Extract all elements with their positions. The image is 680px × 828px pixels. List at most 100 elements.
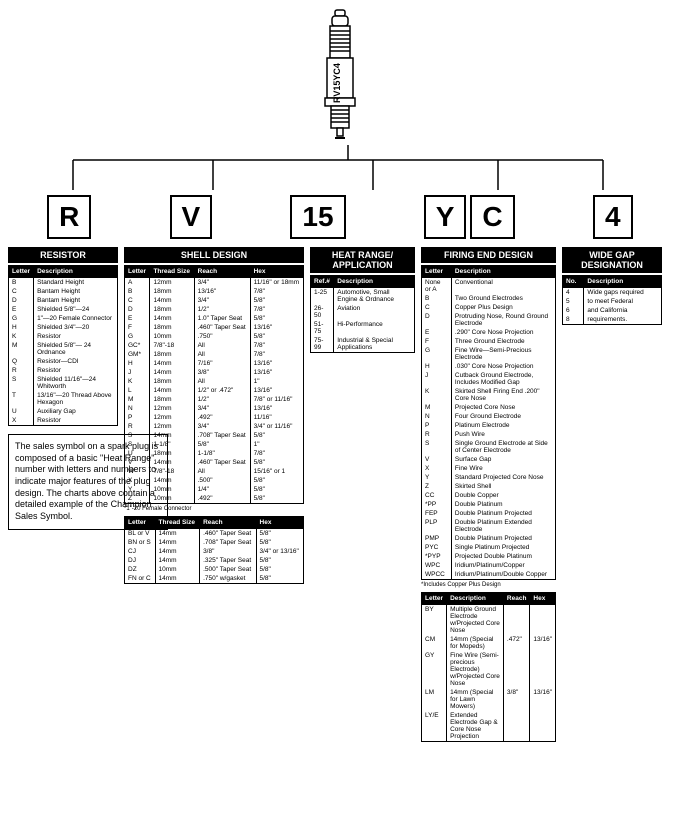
table-row: BL or V14mm.460" Taper Seat5/8" — [125, 529, 304, 539]
table-row: CBantam Height — [9, 287, 118, 296]
table-row: DProtruding Nose, Round Ground Electrode — [422, 312, 556, 328]
col-header: Description — [447, 593, 504, 605]
table-row: 4Wide gaps required — [563, 288, 662, 298]
table-row: ZSkirted Shell — [422, 482, 556, 491]
svg-text:RV15YC4: RV15YC4 — [332, 63, 342, 103]
table-row: H.030" Core Nose Projection — [422, 362, 556, 371]
firing-table: LetterDescription None or AConventionalB… — [421, 265, 556, 580]
table-row: E14mm1.0" Taper Seat5/8" — [125, 314, 304, 323]
table-row: 5to meet Federal — [563, 297, 662, 306]
table-row: CCopper Plus Design — [422, 303, 556, 312]
firing-table-2: LetterDescriptionReachHex BYMultiple Gro… — [421, 592, 556, 742]
tree-connector-lines — [8, 145, 672, 195]
table-row: SSingle Ground Electrode at Side of Cent… — [422, 439, 556, 455]
table-row: PMPDouble Platinum Projected — [422, 534, 556, 543]
code-4: 4 — [593, 195, 633, 239]
table-row: XResistor — [9, 416, 118, 426]
table-row: P12mm.492"11/16" — [125, 413, 304, 422]
table-row: JCutback Ground Electrode, Includes Modi… — [422, 371, 556, 387]
table-row: WPCIridium/Platinum/Copper — [422, 561, 556, 570]
table-row: K18mmAll1" — [125, 377, 304, 386]
shell-footnote: *1"-20 Female Connector — [124, 506, 304, 512]
table-row: CM14mm (Special for Mopeds).472"13/16" — [422, 635, 556, 651]
table-row: Y10mm1/4"5/8" — [125, 485, 304, 494]
gap-table: No.Description 4Wide gaps required5to me… — [562, 275, 662, 325]
table-row: C14mm3/4"5/8" — [125, 296, 304, 305]
table-row: DZ10mm.500" Taper Seat5/8" — [125, 565, 304, 574]
col-header: Ref.# — [311, 276, 334, 288]
table-row: XFine Wire — [422, 464, 556, 473]
table-row: D18mm1/2"7/8" — [125, 305, 304, 314]
table-row: FEPDouble Platinum Projected — [422, 509, 556, 518]
table-row: F18mm.460" Taper Seat13/16" — [125, 323, 304, 332]
table-row: 6and California — [563, 306, 662, 315]
table-row: 26-50Aviation — [311, 304, 415, 320]
code-letter-row: R V 15 Y C 4 — [8, 195, 672, 239]
table-row: PPlatinum Electrode — [422, 421, 556, 430]
table-row: MShielded 5/8"— 24 Ordnance — [9, 341, 118, 357]
heat-title: HEAT RANGE/ APPLICATION — [310, 247, 415, 273]
resistor-title: RESISTOR — [8, 247, 118, 263]
table-row: FN or C14mm.750" w/gasket5/8" — [125, 574, 304, 584]
table-row: RResistor — [9, 366, 118, 375]
table-row: A12mm3/4"11/16" or 18mm — [125, 278, 304, 288]
table-row: N12mm3/4"13/16" — [125, 404, 304, 413]
firing-title: FIRING END DESIGN — [421, 247, 556, 263]
table-row: NFour Ground Electrode — [422, 412, 556, 421]
table-row: M18mm1/2"7/8" or 11/16" — [125, 395, 304, 404]
col-header: Reach — [194, 266, 250, 278]
table-row: GM*18mmAll7/8" — [125, 350, 304, 359]
table-row: J14mm3/8"13/16" — [125, 368, 304, 377]
table-row: QResistor—CDI — [9, 357, 118, 366]
table-row: S1-1/8"5/8"1" — [125, 440, 304, 449]
table-row: SShielded 11/16"—24 Whitworth — [9, 375, 118, 391]
table-row: CJ14mm3/8"3/4" or 13/16" — [125, 547, 304, 556]
code-r: R — [47, 195, 91, 239]
table-row: RPush Wire — [422, 430, 556, 439]
col-header: Description — [451, 266, 555, 278]
table-row: UAuxiliary Gap — [9, 407, 118, 416]
table-row: GFine Wire—Semi-Precious Electrode — [422, 346, 556, 362]
table-row: FThree Ground Electrode — [422, 337, 556, 346]
table-row: PLPDouble Platinum Extended Electrode — [422, 518, 556, 534]
table-row: R12mm3/4"3/4" or 11/16" — [125, 422, 304, 431]
table-row: KResistor — [9, 332, 118, 341]
code-y: Y — [424, 195, 467, 239]
table-row: U18mm1-1/8"7/8" — [125, 449, 304, 458]
table-row: 1-25Automotive, Small Engine & Ordnance — [311, 288, 415, 305]
table-row: PYCSingle Platinum Projected — [422, 543, 556, 552]
table-row: L14mm1/2" or .472"13/16" — [125, 386, 304, 395]
table-row: V14mm.460" Taper Seat5/8" — [125, 458, 304, 467]
col-header: Reach — [503, 593, 530, 605]
table-row: X14mm.500"5/8" — [125, 476, 304, 485]
code-v: V — [170, 195, 213, 239]
table-row: *PYPProjected Double Platinum — [422, 552, 556, 561]
shell-title: SHELL DESIGN — [124, 247, 304, 263]
table-row: BStandard Height — [9, 278, 118, 288]
table-row: S14mm.708" Taper Seat5/8" — [125, 431, 304, 440]
spark-plug-image: RV15YC4 — [8, 8, 672, 145]
col-header: No. — [563, 276, 584, 288]
col-header: Letter — [9, 266, 34, 278]
table-row: Z10mm.492"5/8" — [125, 494, 304, 504]
table-row: W7/8"-18All15/16" or 1 — [125, 467, 304, 476]
table-row: 51-75Hi-Performance — [311, 320, 415, 336]
gap-title: WIDE GAP DESIGNATION — [562, 247, 662, 273]
table-row: BTwo Ground Electrodes — [422, 294, 556, 303]
col-header: Description — [34, 266, 118, 278]
table-row: KSkirted Shell Firing End .200" Core Nos… — [422, 387, 556, 403]
col-header: Letter — [422, 266, 452, 278]
table-row: LY/EExtended Electrode Gap & Core Nose P… — [422, 711, 556, 742]
table-row: *PPDouble Platinum — [422, 500, 556, 509]
table-row: VSurface Gap — [422, 455, 556, 464]
resistor-table: LetterDescription BStandard HeightCBanta… — [8, 265, 118, 426]
table-row: E.290" Core Nose Projection — [422, 328, 556, 337]
table-row: DJ14mm.325" Taper Seat5/8" — [125, 556, 304, 565]
col-header: Thread Size — [150, 266, 194, 278]
col-header: Letter — [422, 593, 447, 605]
table-row: G1"—20 Female Connector — [9, 314, 118, 323]
col-header: Description — [584, 276, 662, 288]
code-c: C — [470, 195, 514, 239]
col-header: Thread Size — [155, 517, 200, 529]
table-row: BYMultiple Ground Electrode w/Projected … — [422, 605, 556, 636]
